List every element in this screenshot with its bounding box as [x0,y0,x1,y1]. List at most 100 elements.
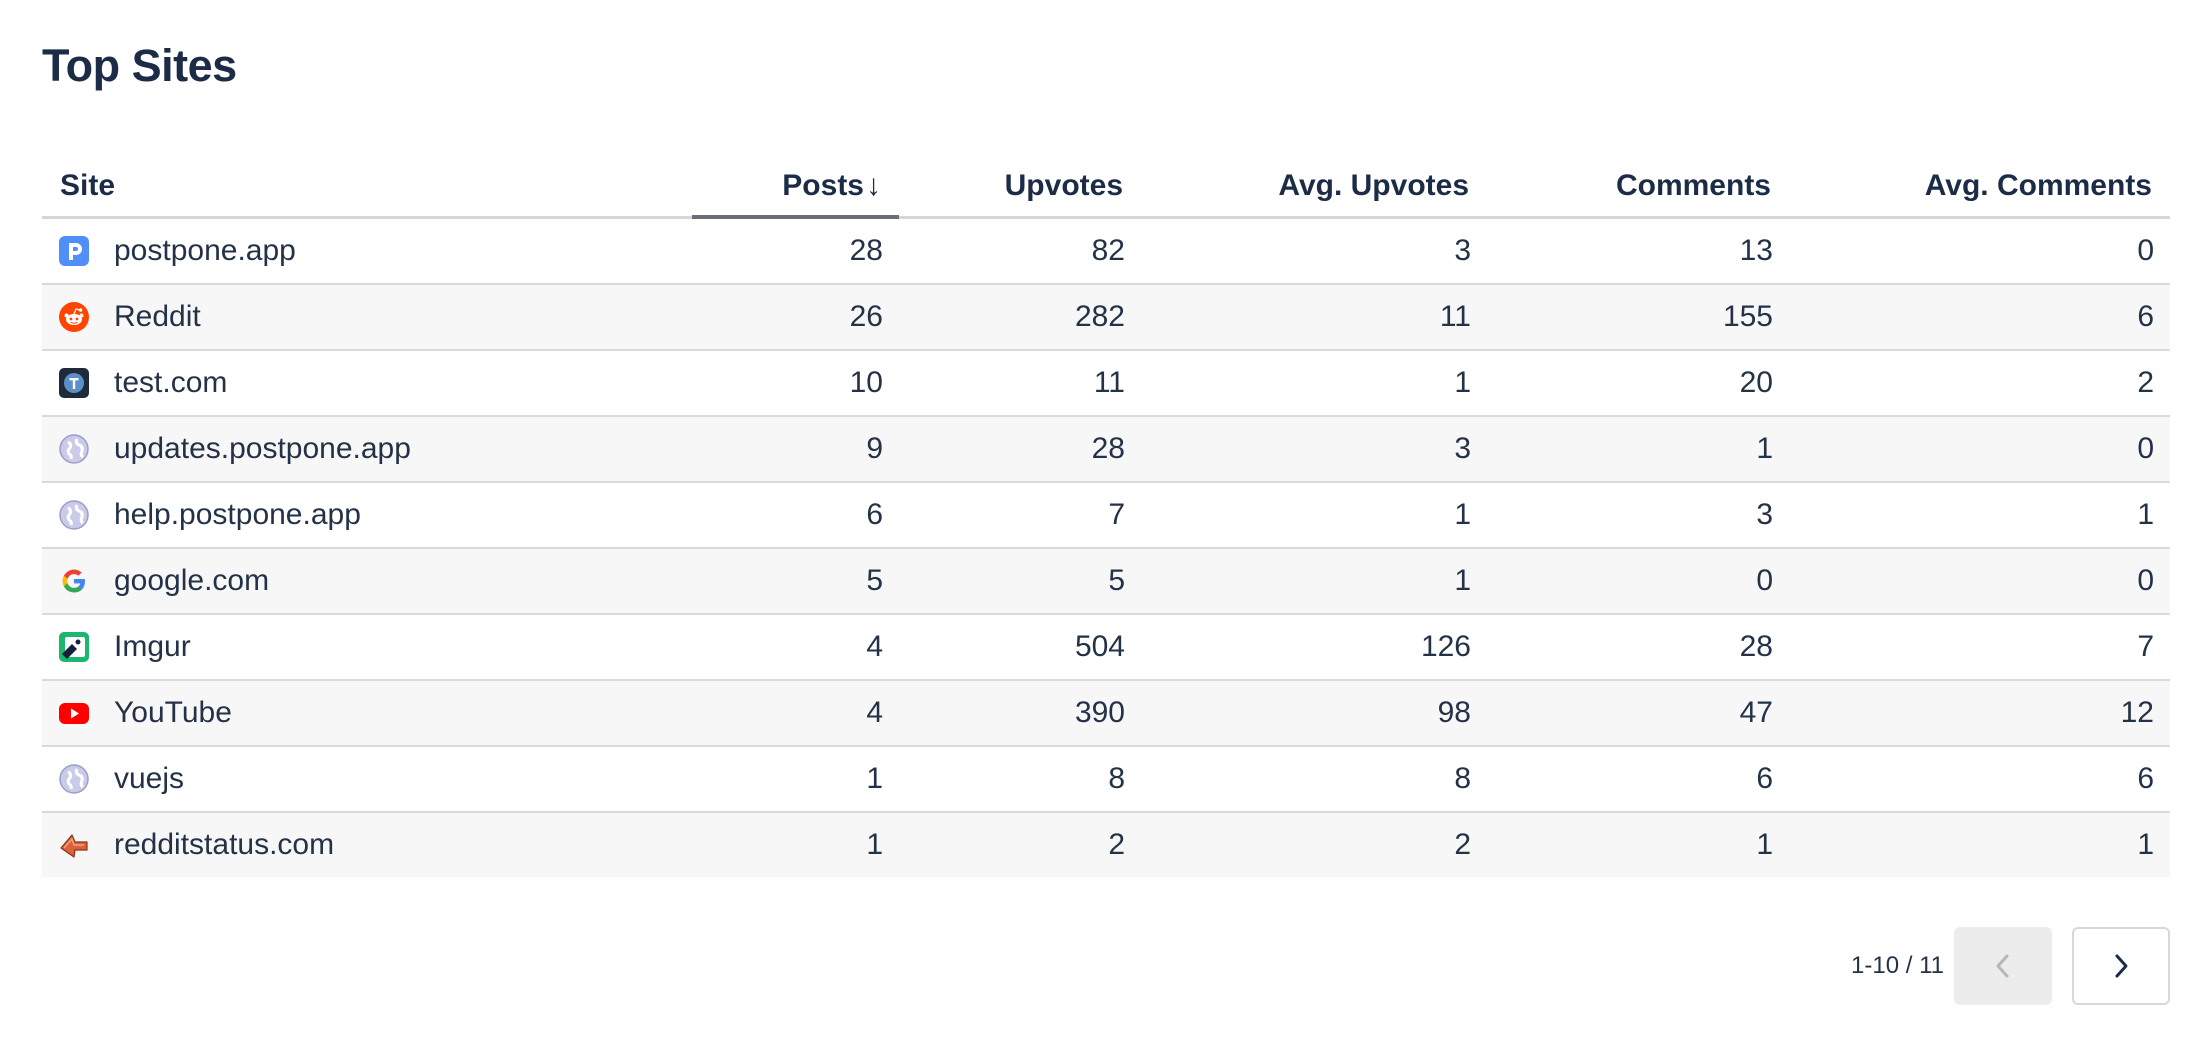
imgur-icon [58,631,90,663]
posts-cell: 28 [692,217,899,285]
sort-descending-icon: ↓ [866,168,881,202]
site-cell: Imgur [42,614,692,681]
comments-cell: 1 [1487,812,1789,877]
site-name[interactable]: Reddit [114,300,201,333]
site-name[interactable]: google.com [114,564,270,597]
site-name[interactable]: postpone.app [114,234,296,267]
site-name[interactable]: YouTube [114,696,232,729]
table-row[interactable]: postpone.app 28 82 3 13 0 [42,217,2170,285]
upvotes-cell: 390 [899,680,1141,747]
globe-icon [58,763,90,795]
comments-cell: 20 [1487,350,1789,417]
avg-comments-cell: 0 [1789,548,2170,615]
comments-cell: 13 [1487,217,1789,285]
postpone-icon [58,235,90,267]
column-header-avg-upvotes[interactable]: Avg. Upvotes [1141,155,1487,219]
avg-comments-cell: 7 [1789,614,2170,681]
column-header-label: Posts [782,168,864,202]
avg-comments-cell: 1 [1789,482,2170,549]
avg-comments-cell: 6 [1789,284,2170,351]
upvotes-cell: 28 [899,416,1141,483]
table-row[interactable]: updates.postpone.app 9 28 3 1 0 [42,416,2170,483]
chevron-left-icon [1996,954,2009,978]
column-header-label: Comments [1615,168,1771,202]
posts-cell: 5 [692,548,899,615]
site-name[interactable]: help.postpone.app [114,498,361,531]
table-row[interactable]: Reddit 26 282 11 155 6 [42,284,2170,351]
avg-upvotes-cell: 1 [1141,350,1487,417]
posts-cell: 4 [692,680,899,747]
site-cell: postpone.app [42,217,692,285]
site-cell: google.com [42,548,692,615]
site-name[interactable]: test.com [114,366,228,399]
comments-cell: 6 [1487,746,1789,813]
table-row[interactable]: YouTube 4 390 98 47 12 [42,680,2170,747]
upvotes-cell: 504 [899,614,1141,681]
column-header-comments[interactable]: Comments [1487,155,1789,219]
site-name[interactable]: vuejs [114,762,185,795]
top-sites-table: Site Posts↓ Upvotes Avg. Upvotes Comment… [42,155,2170,877]
comments-cell: 0 [1487,548,1789,615]
table-row[interactable]: redditstatus.com 1 2 2 1 1 [42,812,2170,877]
avg-upvotes-cell: 126 [1141,614,1487,681]
globe-icon [58,433,90,465]
site-name[interactable]: updates.postpone.app [114,432,411,465]
avg-upvotes-cell: 98 [1141,680,1487,747]
avg-upvotes-cell: 3 [1141,416,1487,483]
column-header-label: Avg. Upvotes [1278,168,1469,202]
test-icon [58,367,90,399]
comments-cell: 1 [1487,416,1789,483]
posts-cell: 1 [692,812,899,877]
site-cell: Reddit [42,284,692,351]
site-cell: test.com [42,350,692,417]
avg-upvotes-cell: 2 [1141,812,1487,877]
comments-cell: 3 [1487,482,1789,549]
site-name[interactable]: Imgur [114,630,191,663]
avg-comments-cell: 0 [1789,416,2170,483]
upvotes-cell: 82 [899,217,1141,285]
column-header-upvotes[interactable]: Upvotes [899,155,1141,219]
upvotes-cell: 11 [899,350,1141,417]
google-icon [58,565,90,597]
site-cell: YouTube [42,680,692,747]
posts-cell: 4 [692,614,899,681]
upvotes-cell: 2 [899,812,1141,877]
upvotes-cell: 282 [899,284,1141,351]
table-body: postpone.app 28 82 3 13 0 Reddit 26 282 … [42,217,2170,877]
site-name[interactable]: redditstatus.com [114,828,335,861]
chevron-right-icon [2115,954,2128,978]
previous-page-button[interactable] [1954,927,2052,1005]
avg-comments-cell: 12 [1789,680,2170,747]
avg-comments-cell: 2 [1789,350,2170,417]
comments-cell: 155 [1487,284,1789,351]
avg-comments-cell: 6 [1789,746,2170,813]
table-row[interactable]: google.com 5 5 1 0 0 [42,548,2170,615]
avg-upvotes-cell: 1 [1141,548,1487,615]
column-header-site[interactable]: Site [42,155,692,219]
posts-cell: 9 [692,416,899,483]
reddit-icon [58,301,90,333]
table-row[interactable]: Imgur 4 504 126 28 7 [42,614,2170,681]
globe-icon [58,499,90,531]
page-title: Top Sites [42,40,237,91]
column-header-avg-comments[interactable]: Avg. Comments [1789,155,2170,219]
table-row[interactable]: help.postpone.app 6 7 1 3 1 [42,482,2170,549]
pagination: 1-10 / 11 [42,927,2170,1007]
table-row[interactable]: vuejs 1 8 8 6 6 [42,746,2170,813]
site-cell: redditstatus.com [42,812,692,877]
site-cell: help.postpone.app [42,482,692,549]
avg-upvotes-cell: 8 [1141,746,1487,813]
youtube-icon [58,697,90,729]
posts-cell: 26 [692,284,899,351]
column-header-posts[interactable]: Posts↓ [692,155,899,219]
table-row[interactable]: test.com 10 11 1 20 2 [42,350,2170,417]
avg-comments-cell: 1 [1789,812,2170,877]
pagination-range: 1-10 / 11 [1851,952,1944,979]
site-cell: updates.postpone.app [42,416,692,483]
upvotes-cell: 7 [899,482,1141,549]
comments-cell: 28 [1487,614,1789,681]
comments-cell: 47 [1487,680,1789,747]
upvotes-cell: 5 [899,548,1141,615]
avg-comments-cell: 0 [1789,217,2170,285]
next-page-button[interactable] [2072,927,2170,1005]
